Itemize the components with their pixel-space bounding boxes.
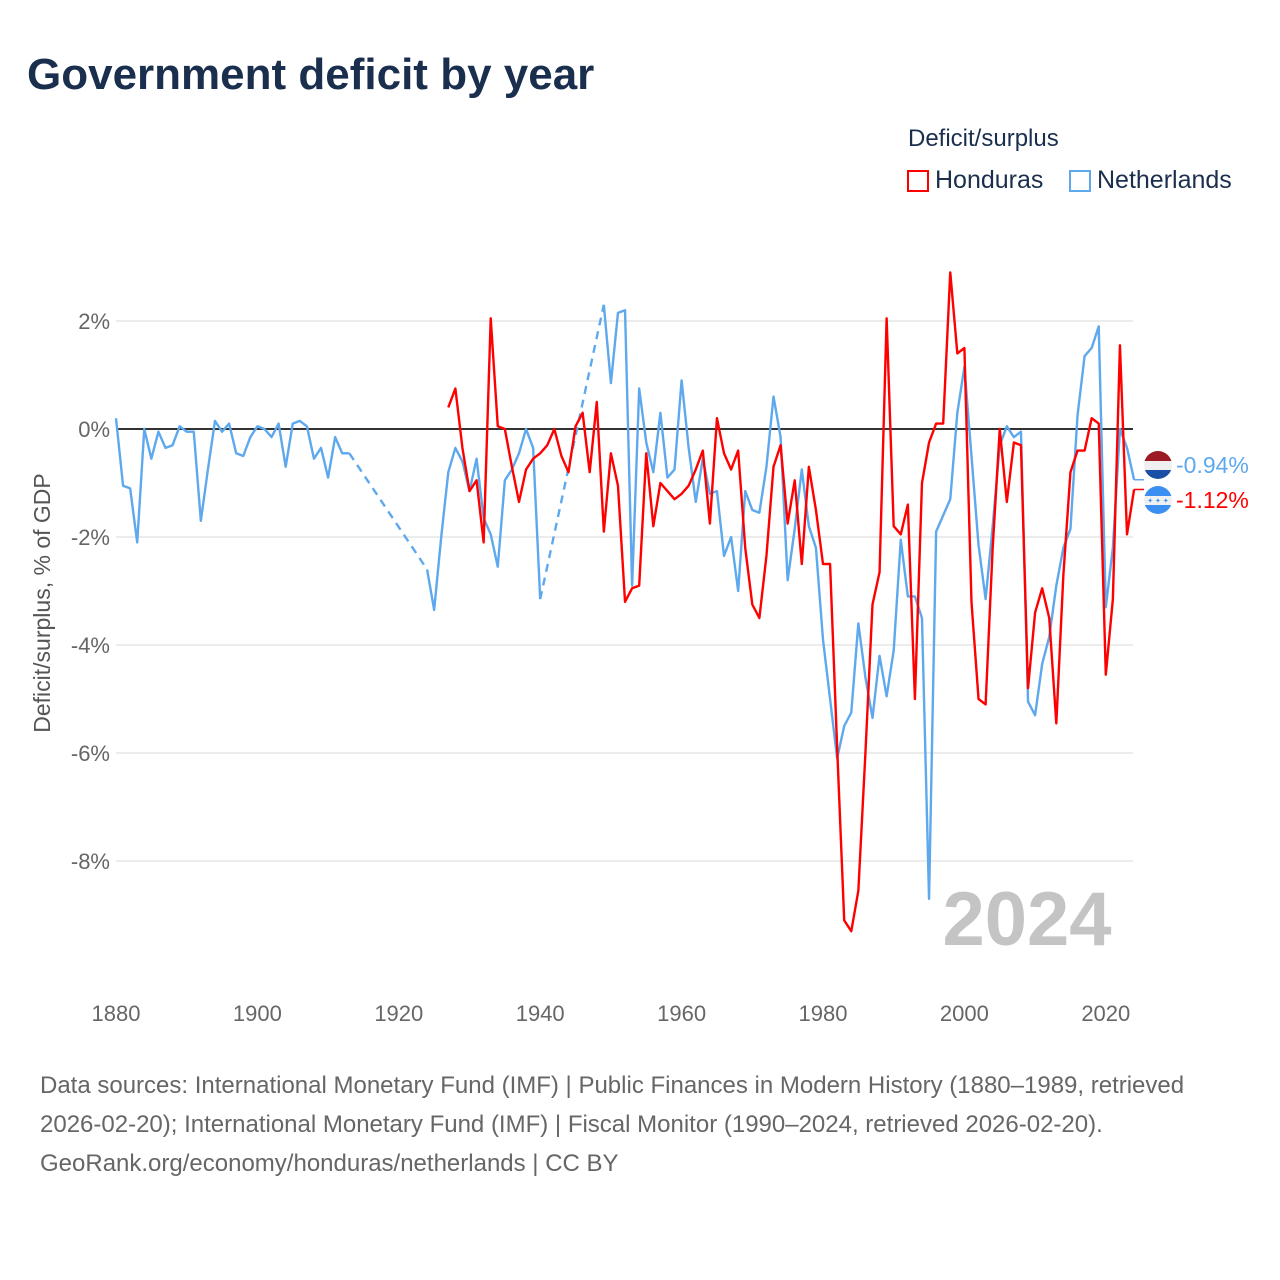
y-tick-label: -2% [71, 525, 110, 550]
x-tick-label: 1940 [516, 1001, 565, 1026]
legend-item-netherlands[interactable]: Netherlands [1069, 166, 1232, 195]
y-tick-label: -4% [71, 633, 110, 658]
y-tick-label: -8% [71, 849, 110, 874]
legend-swatch-honduras [907, 169, 929, 192]
x-tick-label: 2000 [940, 1001, 989, 1026]
netherlands-end-label: -0.94% [1176, 452, 1249, 478]
x-tick-label: 1920 [374, 1001, 423, 1026]
series-honduras [447, 271, 1144, 933]
legend-label: Honduras [935, 166, 1044, 194]
footer: Data sources: International Monetary Fun… [40, 1066, 1250, 1183]
legend-swatch-netherlands [1069, 169, 1091, 192]
x-tick-label: 1900 [233, 1001, 282, 1026]
honduras-flag-icon: ✦ ✦ ✦ [1144, 486, 1172, 514]
series-line-segment [114, 418, 350, 544]
honduras-end-label: -1.12% [1176, 487, 1249, 513]
year-watermark: 2024 [942, 877, 1111, 962]
legend-title: Deficit/surplus [908, 125, 1059, 152]
series-line-segment [447, 271, 1136, 933]
x-tick-label: 1980 [799, 1001, 848, 1026]
netherlands-flag-icon [1144, 451, 1172, 479]
legend-item-honduras[interactable]: Honduras [907, 166, 1043, 195]
x-tick-label: 2020 [1081, 1001, 1130, 1026]
x-tick-label: 1880 [92, 1001, 141, 1026]
y-tick-label: 0% [78, 417, 110, 442]
series-line-segment [602, 304, 1136, 900]
series-gap-dashed [348, 452, 429, 571]
y-tick-label: -6% [71, 741, 110, 766]
svg-text:✦ ✦ ✦: ✦ ✦ ✦ [1147, 497, 1169, 505]
credit-link[interactable]: GeoRank.org/economy/honduras/netherlands… [40, 1150, 619, 1177]
y-tick-label: 2% [78, 309, 110, 334]
y-axis-label: Deficit/surplus, % of GDP [29, 473, 55, 732]
x-tick-label: 1960 [657, 1001, 706, 1026]
chart-title: Government deficit by year [27, 50, 595, 99]
legend-label: Netherlands [1097, 166, 1232, 194]
data-sources: Data sources: International Monetary Fun… [40, 1072, 1185, 1138]
